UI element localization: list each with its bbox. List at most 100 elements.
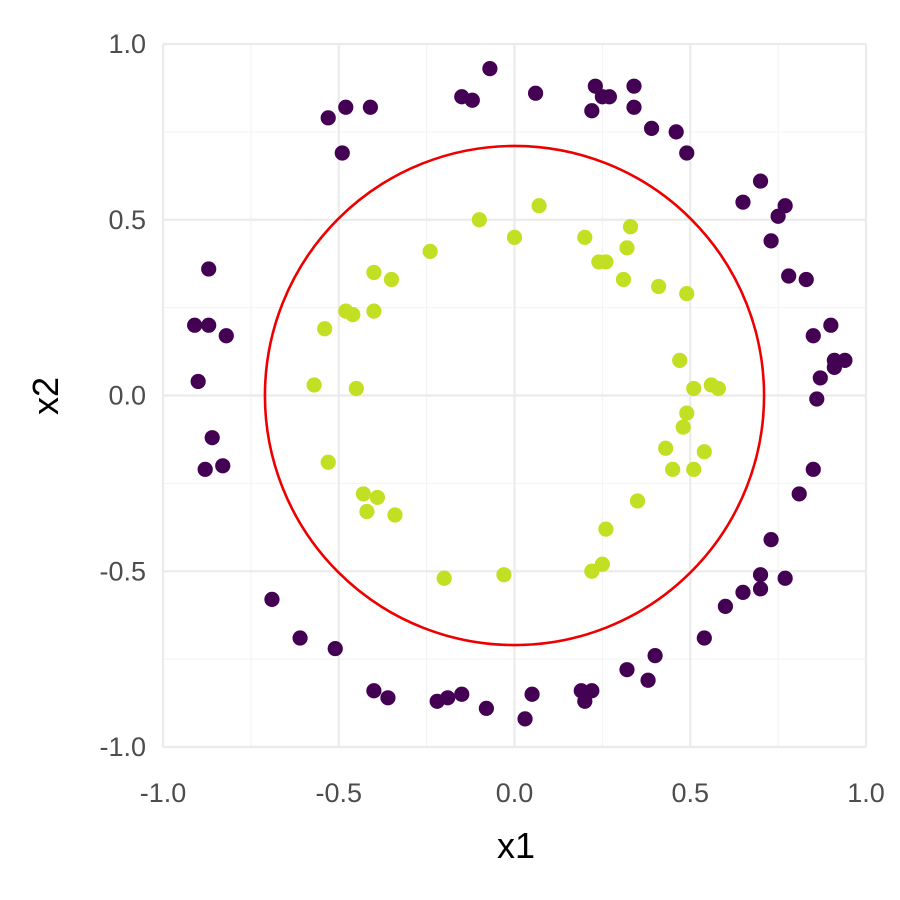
data-point-class-2	[366, 264, 382, 281]
y-axis-title: x2	[25, 377, 66, 415]
data-point-class-1	[668, 124, 684, 140]
data-point-class-1	[763, 233, 779, 249]
data-point-class-2	[317, 321, 333, 337]
data-point-class-1	[454, 686, 470, 702]
data-point-class-2	[679, 285, 695, 302]
x-tick-label: 1.0	[847, 778, 885, 808]
data-point-class-1	[717, 598, 734, 615]
data-point-class-2	[619, 240, 635, 256]
data-point-class-2	[686, 380, 702, 397]
data-point-class-1	[752, 567, 769, 583]
data-point-class-1	[517, 711, 533, 727]
data-point-class-1	[380, 690, 396, 706]
x-tick-label: 0.5	[671, 778, 709, 808]
data-point-class-1	[197, 461, 213, 477]
data-point-class-1	[187, 317, 203, 333]
data-point-class-2	[577, 229, 593, 245]
data-point-class-2	[422, 243, 438, 259]
x-tick-label: 0.0	[496, 778, 534, 808]
y-tick-labels: -1.0 -0.5 0.0 0.5 1.0	[99, 29, 146, 762]
data-point-class-2	[355, 486, 371, 502]
data-point-class-1	[201, 261, 217, 277]
data-point-class-2	[359, 503, 375, 520]
data-point-class-2	[369, 489, 386, 506]
data-point-class-1	[429, 693, 445, 709]
data-point-class-2	[387, 507, 403, 523]
data-point-class-2	[506, 229, 523, 245]
data-point-class-2	[615, 271, 632, 288]
data-point-class-1	[770, 208, 786, 224]
data-point-class-2	[679, 405, 695, 421]
data-point-class-1	[798, 271, 814, 288]
data-point-class-2	[658, 440, 674, 456]
points-layer	[187, 61, 853, 727]
data-point-class-2	[531, 198, 547, 214]
data-point-class-2	[710, 380, 726, 397]
data-point-class-1	[643, 120, 660, 136]
data-point-class-1	[264, 591, 280, 607]
data-point-class-2	[320, 454, 336, 470]
data-point-class-2	[696, 444, 712, 460]
data-point-class-2	[686, 461, 702, 477]
data-point-class-1	[320, 110, 336, 126]
data-point-class-2	[622, 219, 639, 235]
data-point-class-2	[366, 303, 382, 319]
data-point-class-2	[348, 380, 364, 397]
x-tick-label: -1.0	[140, 778, 187, 808]
data-point-class-1	[826, 359, 842, 375]
data-point-class-2	[665, 461, 681, 477]
y-tick-label: -1.0	[99, 732, 146, 762]
data-point-class-2	[383, 271, 400, 288]
data-point-class-1	[619, 662, 635, 678]
data-point-class-1	[626, 99, 642, 115]
data-point-class-2	[345, 307, 361, 323]
data-point-class-1	[805, 328, 821, 344]
data-point-class-1	[777, 570, 793, 586]
data-point-class-1	[696, 630, 712, 646]
data-point-class-1	[735, 194, 751, 210]
data-point-class-1	[752, 173, 769, 189]
data-point-class-1	[584, 103, 600, 119]
data-point-class-2	[598, 254, 614, 270]
data-point-class-1	[334, 145, 350, 161]
data-point-class-1	[805, 461, 821, 477]
data-point-class-1	[366, 683, 382, 699]
data-point-class-1	[679, 145, 695, 161]
data-point-class-1	[338, 99, 354, 115]
data-point-class-2	[629, 493, 646, 509]
data-point-class-1	[812, 370, 828, 386]
data-point-class-1	[218, 328, 234, 344]
data-point-class-1	[190, 373, 206, 390]
y-tick-label: 1.0	[108, 29, 146, 59]
y-tick-label: 0.0	[108, 381, 146, 411]
data-point-class-1	[809, 391, 825, 407]
data-point-class-2	[306, 377, 322, 393]
data-point-class-2	[471, 212, 487, 228]
data-point-class-1	[478, 700, 494, 716]
data-point-class-1	[763, 532, 779, 548]
data-point-class-2	[651, 278, 667, 295]
data-point-class-1	[752, 581, 769, 597]
data-point-class-1	[647, 648, 663, 664]
data-point-class-1	[735, 584, 751, 600]
data-point-class-2	[496, 567, 512, 583]
data-point-class-1	[464, 92, 480, 108]
data-point-class-1	[482, 61, 498, 77]
data-point-class-1	[626, 78, 642, 94]
y-tick-label: -0.5	[99, 556, 146, 586]
data-point-class-1	[292, 630, 308, 646]
data-point-class-1	[640, 672, 656, 688]
decision-boundary-layer	[263, 144, 766, 647]
data-point-class-1	[577, 693, 593, 709]
y-tick-label: 0.5	[108, 205, 146, 235]
data-point-class-1	[524, 686, 540, 702]
data-point-class-1	[204, 430, 220, 446]
data-point-class-1	[823, 317, 839, 333]
grid	[161, 42, 868, 749]
data-point-class-1	[215, 458, 231, 474]
data-point-class-1	[781, 268, 797, 284]
data-point-class-2	[675, 419, 691, 435]
data-point-class-1	[601, 89, 618, 105]
x-tick-label: -0.5	[315, 778, 362, 808]
